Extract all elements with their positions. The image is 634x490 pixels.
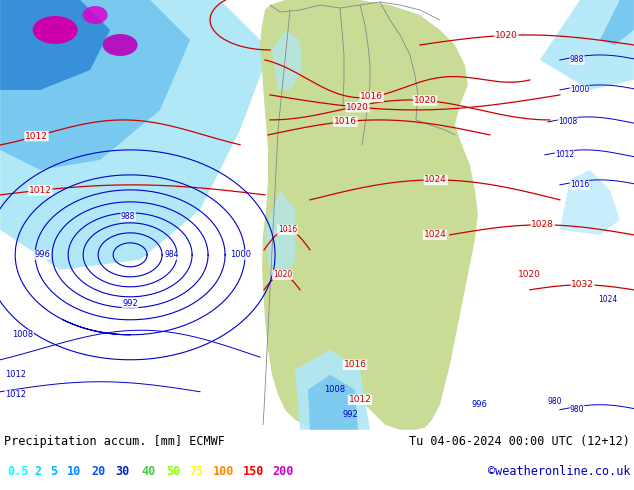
Text: 1012: 1012 xyxy=(25,132,48,141)
Text: 996: 996 xyxy=(472,400,488,409)
Text: 200: 200 xyxy=(273,466,294,478)
Text: 2: 2 xyxy=(34,466,42,478)
Text: 996: 996 xyxy=(34,250,50,259)
Text: Precipitation accum. [mm] ECMWF: Precipitation accum. [mm] ECMWF xyxy=(4,435,225,448)
Text: ©weatheronline.co.uk: ©weatheronline.co.uk xyxy=(488,466,630,478)
Text: 1020: 1020 xyxy=(495,31,518,40)
Polygon shape xyxy=(540,0,634,90)
Text: 1012: 1012 xyxy=(5,370,26,379)
Polygon shape xyxy=(560,170,620,235)
Ellipse shape xyxy=(103,34,138,56)
Polygon shape xyxy=(260,0,478,430)
Text: 5: 5 xyxy=(51,466,58,478)
Text: 0.5: 0.5 xyxy=(8,466,29,478)
Text: 1008: 1008 xyxy=(325,385,346,394)
Text: 20: 20 xyxy=(91,466,105,478)
Text: 1024: 1024 xyxy=(424,175,447,184)
Text: 1016: 1016 xyxy=(334,117,357,126)
Text: 1000: 1000 xyxy=(230,250,251,259)
Text: 1020: 1020 xyxy=(346,102,369,112)
Text: 992: 992 xyxy=(122,299,138,308)
Text: 984: 984 xyxy=(164,250,179,259)
Text: 100: 100 xyxy=(213,466,235,478)
Text: 1012: 1012 xyxy=(29,186,52,195)
Polygon shape xyxy=(0,0,190,170)
Text: 992: 992 xyxy=(342,410,358,419)
Polygon shape xyxy=(295,350,370,430)
Text: 1012: 1012 xyxy=(555,150,574,159)
Text: 50: 50 xyxy=(166,466,180,478)
Text: 150: 150 xyxy=(243,466,264,478)
Ellipse shape xyxy=(82,6,108,24)
Text: 1032: 1032 xyxy=(571,280,594,289)
Text: 1016: 1016 xyxy=(278,225,297,234)
Polygon shape xyxy=(272,30,302,90)
Text: 988: 988 xyxy=(121,212,135,221)
Text: 988: 988 xyxy=(570,55,584,65)
Text: 980: 980 xyxy=(570,405,585,414)
Text: 40: 40 xyxy=(141,466,155,478)
Text: 30: 30 xyxy=(115,466,129,478)
Ellipse shape xyxy=(33,16,77,44)
Text: 1008: 1008 xyxy=(12,330,34,339)
Polygon shape xyxy=(0,0,270,270)
Text: 1016: 1016 xyxy=(344,360,366,369)
Text: 1020: 1020 xyxy=(519,270,541,279)
Polygon shape xyxy=(600,0,634,45)
Polygon shape xyxy=(308,375,358,430)
Text: 1016: 1016 xyxy=(570,180,589,189)
Text: 980: 980 xyxy=(548,397,562,406)
Text: 1016: 1016 xyxy=(360,93,383,101)
Text: 75: 75 xyxy=(189,466,203,478)
Text: Tu 04-06-2024 00:00 UTC (12+12): Tu 04-06-2024 00:00 UTC (12+12) xyxy=(409,435,630,448)
Text: 1008: 1008 xyxy=(558,118,577,126)
Text: 1000: 1000 xyxy=(570,85,589,95)
Text: 1020: 1020 xyxy=(413,96,436,105)
Polygon shape xyxy=(0,0,110,90)
Text: 1028: 1028 xyxy=(531,220,554,229)
Text: 10: 10 xyxy=(67,466,81,478)
Text: 1024: 1024 xyxy=(424,230,446,239)
Polygon shape xyxy=(265,190,295,280)
Text: 1020: 1020 xyxy=(273,270,292,279)
Text: 1012: 1012 xyxy=(5,390,26,399)
Text: 1012: 1012 xyxy=(349,395,372,404)
Text: 1024: 1024 xyxy=(598,295,618,304)
